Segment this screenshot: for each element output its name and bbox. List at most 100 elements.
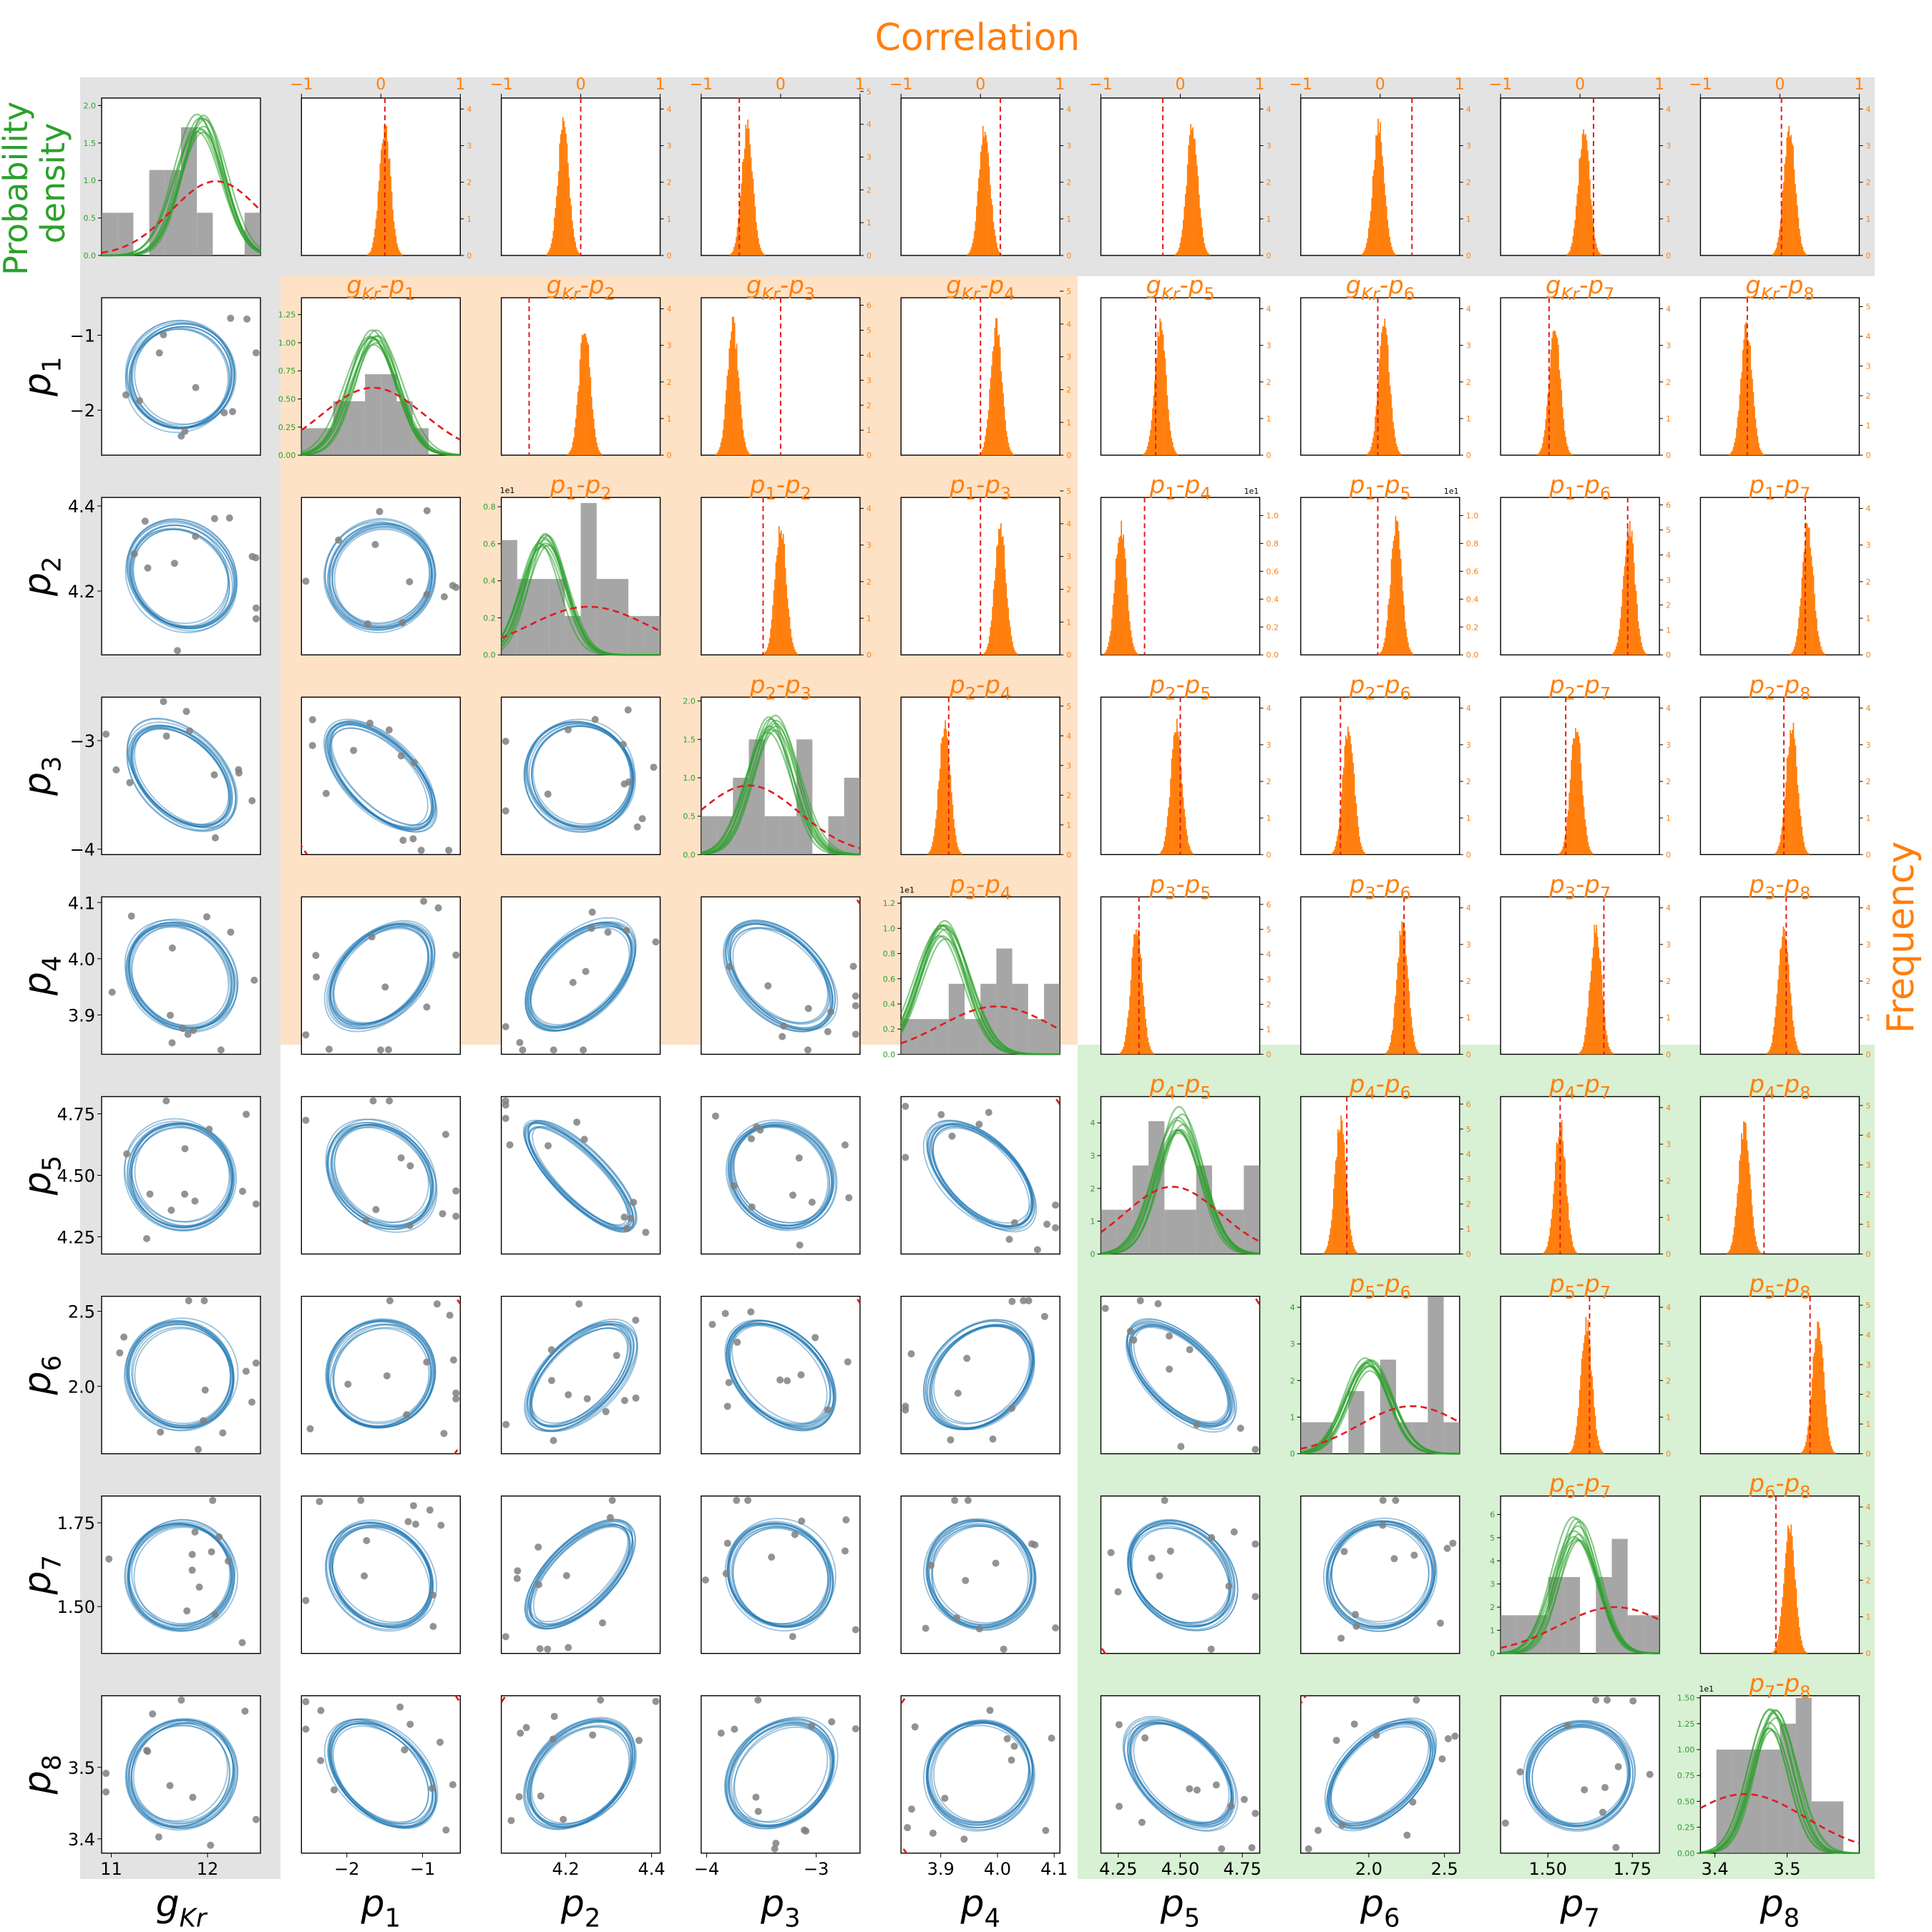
pair-sub: 6 <box>1565 1483 1576 1503</box>
freq-tick-label: 0.4 <box>1466 595 1479 604</box>
x-tick-label: 3.4 <box>1701 1859 1728 1879</box>
corr-bar <box>1354 1249 1356 1254</box>
data-point <box>211 1611 219 1619</box>
panel-frame <box>1500 297 1660 456</box>
fit-ellipse <box>527 924 633 1029</box>
fit-ellipse <box>729 1324 831 1426</box>
freq-tick-label: 5 <box>1066 287 1071 296</box>
density-bar <box>1780 1723 1796 1853</box>
density-bar <box>917 1019 933 1055</box>
pair-base: p <box>988 271 1005 300</box>
fit-ellipse <box>527 1717 638 1828</box>
fit-ellipse <box>1327 1722 1430 1825</box>
fit-ellipse <box>1528 1723 1636 1830</box>
corr-tick-label: 1 <box>1854 76 1864 94</box>
corr-bar <box>933 836 935 855</box>
corr-bar <box>750 157 752 255</box>
data-point <box>411 1521 419 1528</box>
corr-bar <box>1148 436 1151 456</box>
freq-tick-label: 3 <box>1865 940 1870 950</box>
freq-tick-label: 2 <box>1865 1390 1870 1400</box>
fit-ellipse <box>724 1319 831 1427</box>
fit-ellipse <box>924 1320 1033 1429</box>
corr-bar <box>569 197 571 255</box>
corr-bar <box>1387 228 1390 255</box>
fit-ellipse <box>528 1127 630 1229</box>
corr-bar <box>1604 1016 1606 1055</box>
data-point <box>1390 1555 1398 1563</box>
corr-bar <box>1386 1050 1388 1055</box>
corr-bar <box>732 250 734 255</box>
data-point <box>1052 1224 1060 1231</box>
freq-tick-label: 2 <box>1666 977 1671 986</box>
data-point <box>1042 1827 1050 1835</box>
corr-bar <box>774 579 776 655</box>
corr-bar <box>970 250 972 255</box>
pair-sub: 5 <box>1365 1283 1375 1303</box>
fit-ellipse <box>132 728 232 827</box>
fit-ellipse <box>328 522 436 629</box>
fit-ellipse <box>922 1319 1035 1430</box>
freq-tick-label: 0 <box>867 650 872 660</box>
corr-bar <box>1779 229 1780 255</box>
pair-base: p <box>1349 1070 1365 1099</box>
freq-tick-label: 2 <box>1466 777 1471 786</box>
corr-bar <box>1808 527 1810 655</box>
corr-bar <box>1774 1017 1776 1055</box>
corr-bar <box>1561 389 1563 456</box>
corr-bar <box>958 849 960 855</box>
freq-tick-label: 2 <box>1066 385 1071 394</box>
fit-ellipse <box>525 723 635 833</box>
corr-bar <box>1571 243 1573 255</box>
fit-ellipse <box>128 1525 231 1627</box>
corr-bar <box>1353 774 1355 855</box>
fit-ellipse <box>728 1722 829 1823</box>
pair-sub: 6 <box>1404 284 1415 304</box>
pair-base: p <box>1349 1270 1365 1299</box>
fit-ellipse <box>127 1523 233 1629</box>
fit-ellipse <box>331 1722 436 1828</box>
corr-bar <box>580 343 582 456</box>
fit-ellipse <box>125 922 233 1029</box>
fit-ellipse <box>324 721 435 831</box>
pair-base: p <box>1784 670 1800 699</box>
fit-ellipse <box>125 1321 235 1432</box>
data-point <box>404 1518 412 1526</box>
density-curve <box>1300 1362 1460 1455</box>
corr-bar <box>1544 1251 1546 1254</box>
data-point <box>550 1437 557 1445</box>
corr-bar <box>1574 738 1576 855</box>
bottom-axis-p8: 3.4 3.5p8 <box>1701 1853 1801 1932</box>
corr-bar <box>1571 454 1573 456</box>
data-point <box>771 1845 779 1853</box>
corr-bar <box>1777 237 1780 255</box>
pair-base: g <box>346 271 362 300</box>
pair-sub: 5 <box>1200 683 1211 703</box>
corr-bar <box>1784 797 1786 855</box>
param-label: p3 <box>760 1883 801 1932</box>
corr-bar <box>997 545 999 655</box>
pair-label: p2-p8 <box>1748 670 1810 703</box>
data-point <box>385 726 393 734</box>
density-bar <box>1443 1422 1460 1454</box>
freq-tick-label: 2 <box>1267 378 1272 387</box>
corr-bar <box>1578 736 1580 855</box>
pair-sub: Kr <box>362 284 382 304</box>
fit-ellipse <box>128 326 233 429</box>
fit-ellipse <box>529 1524 634 1630</box>
fit-ellipse <box>329 1521 432 1624</box>
density-tick-label: 4 <box>1490 1556 1495 1566</box>
panel-frame <box>1300 896 1460 1055</box>
corr-bar <box>1388 598 1390 655</box>
corr-bar <box>1345 1176 1347 1254</box>
panel-frame <box>1699 1096 1860 1255</box>
pair-base: g <box>746 271 762 300</box>
corr-bar <box>1798 228 1800 255</box>
param-sub: 7 <box>38 1555 67 1571</box>
left-axis-p1: −2−1p1 <box>16 326 102 421</box>
corr-bar <box>1385 327 1387 456</box>
density-bar <box>932 1019 949 1055</box>
corr-bar <box>1600 960 1601 1055</box>
data-point <box>215 1533 223 1541</box>
